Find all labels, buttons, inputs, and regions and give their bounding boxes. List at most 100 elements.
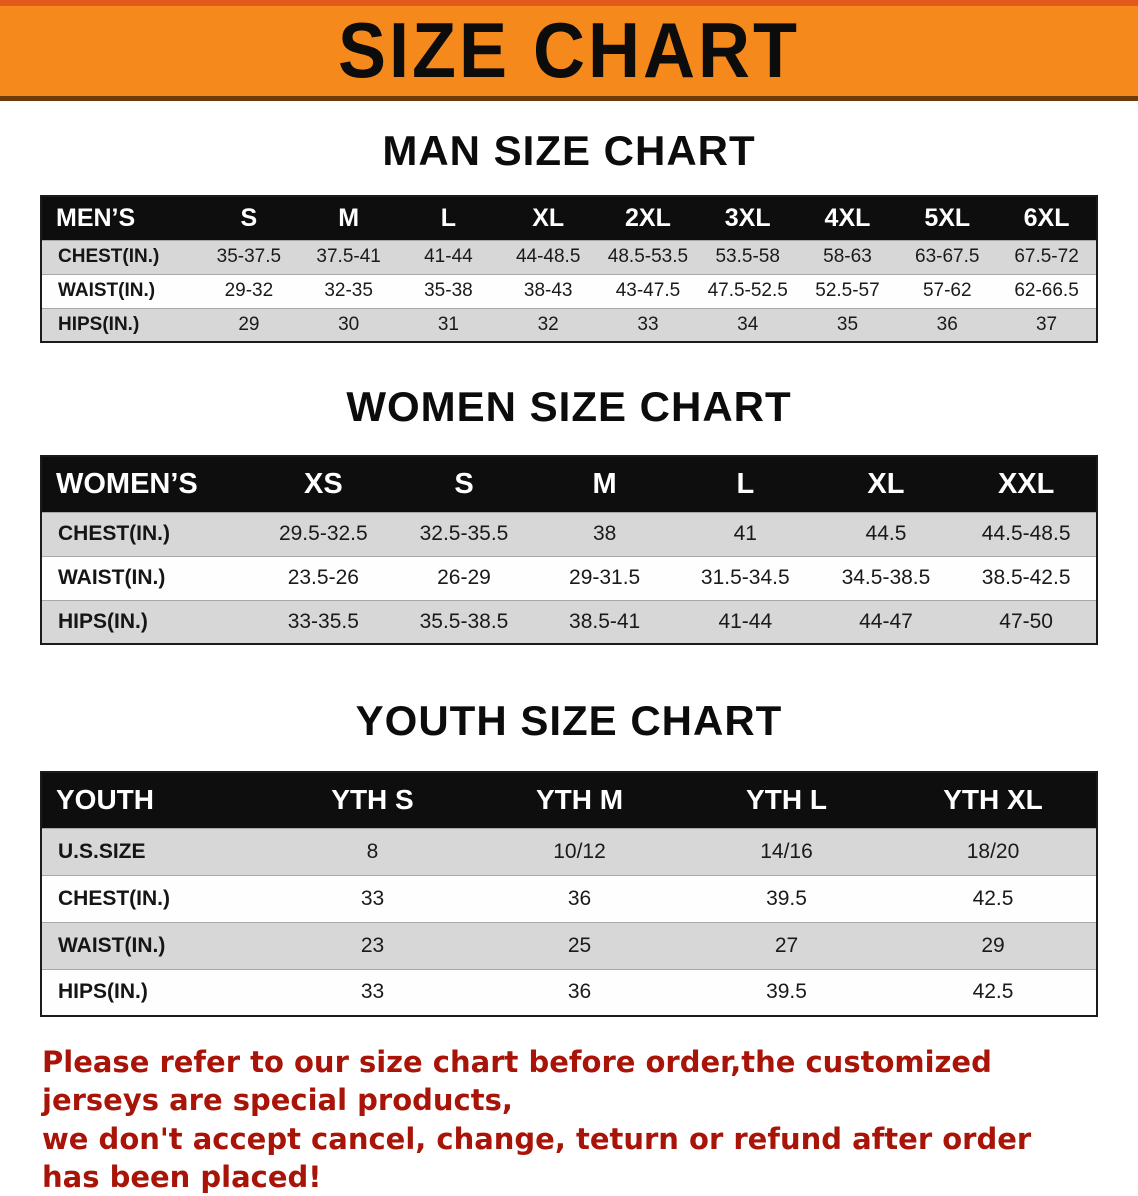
row-label: CHEST(IN.) [58,246,160,267]
size-value: 34 [737,313,759,335]
size-value: 47.5-52.5 [707,280,788,301]
size-value: 41-44 [718,609,773,633]
row-label: HIPS(IN.) [58,609,148,633]
size-value: 38-43 [523,280,573,301]
header-row: YOUTH YTH S YTH M YTH L YTH XL [41,772,1097,828]
disclaimer-line-2: we don't accept cancel, change, teturn o… [42,1121,1032,1194]
size-value: 34.5-38.5 [841,566,931,589]
size-value: 32-35 [324,280,373,301]
section-men: MAN SIZE CHART MEN’S S M L XL 2XL 3XL 4XL 5XL 6XL… [0,127,1138,343]
size-value: 35-37.5 [216,246,282,267]
size-value: 33 [637,313,659,335]
size-value: 26-29 [437,566,491,589]
column-header: S [393,456,535,512]
size-value: 23.5-26 [287,566,359,589]
row-label: HIPS(IN.) [58,313,140,335]
column-header: 5XL [897,196,998,240]
column-header: M [534,456,675,512]
column-header: YTH L [683,772,890,828]
size-value: 39.5 [766,886,807,910]
row-label: HIPS(IN.) [58,980,148,1004]
size-value: 29.5-32.5 [278,522,368,545]
column-header: 2XL [598,196,698,240]
disclaimer: Please refer to our size chart before or… [42,1043,1092,1196]
size-value: 42.5 [972,980,1014,1004]
size-value: 14/16 [760,839,813,863]
youth-size-table: YOUTH YTH S YTH M YTH L YTH XL U.S.SIZE 8 10/12… [40,771,1098,1017]
row-label: WAIST(IN.) [58,933,166,957]
table-row: CHEST(IN.) 35-37.5 37.5-41 41-44 44-48.5 48.5… [41,240,1097,274]
size-value: 57-62 [922,280,972,301]
size-value: 53.5-58 [715,246,780,267]
men-section-heading: MAN SIZE CHART [382,127,756,174]
size-value: 58-63 [823,246,872,267]
size-value: 63-67.5 [915,246,980,267]
size-value: 39.5 [766,980,807,1004]
column-header: L [674,456,816,512]
size-value: 30 [338,313,360,335]
size-value: 29-32 [224,280,274,301]
size-value: 38.5-41 [569,609,641,633]
column-header: 6XL [997,196,1097,240]
size-value: 38.5-42.5 [981,566,1071,589]
size-value: 33 [360,886,385,910]
size-value: 31.5-34.5 [700,566,790,589]
column-header: YTH S [269,772,476,828]
row-label: CHEST(IN.) [58,522,170,545]
size-value: 67.5-72 [1014,246,1079,267]
size-value: 35.5-38.5 [419,609,509,633]
column-header: M [298,196,399,240]
size-value: 35 [836,313,859,335]
size-value: 29-31.5 [569,566,641,589]
size-value: 31 [437,313,459,335]
column-header: XXL [956,456,1097,512]
row-label: WAIST(IN.) [58,280,156,301]
size-value: 33 [360,980,385,1004]
size-value: 52.5-57 [815,280,880,301]
size-value: 38 [592,522,617,545]
size-value: 36 [936,313,958,335]
men-size-table: MEN’S S M L XL 2XL 3XL 4XL 5XL 6XL CHEST(IN.) 35-37… [40,195,1098,343]
size-value: 29 [981,933,1005,957]
size-value: 44.5 [865,522,907,545]
size-value: 32.5-35.5 [419,522,509,545]
size-value: 10/12 [553,839,606,863]
size-value: 25 [567,933,592,957]
size-value: 41 [733,522,757,545]
size-value: 47-50 [999,609,1053,633]
banner: SIZE CHART [0,0,1138,101]
size-value: 44-47 [859,609,913,633]
size-value: 37 [1035,313,1058,335]
section-women: WOMEN SIZE CHART WOMEN’S XS S M L XL XXL CHEST(… [0,383,1138,645]
youth-section-heading: YOUTH SIZE CHART [355,697,783,744]
size-value: 23 [360,933,385,957]
column-header: YOUTH [41,772,269,828]
size-value: 35-38 [424,280,473,301]
women-size-table: WOMEN’S XS S M L XL XXL CHEST(IN.) 29.5-32.5 32.5… [40,455,1098,645]
column-header: YTH XL [890,772,1097,828]
size-value: 18/20 [966,839,1020,863]
column-header: XL [498,196,599,240]
column-header: WOMEN’S [41,456,253,512]
table-row: HIPS(IN.) 29 30 31 32 33 34 35 36 37 [41,308,1097,342]
disclaimer-line-1: Please refer to our size chart before or… [42,1045,992,1118]
size-value: 27 [774,933,799,957]
table-row: CHEST(IN.) 29.5-32.5 32.5-35.5 38 41 44.5 44.5… [41,512,1097,556]
table-row: WAIST(IN.) 29-32 32-35 35-38 38-43 43-47.5 47.… [41,274,1097,308]
size-value: 43-47.5 [615,280,681,301]
column-header: S [199,196,299,240]
column-header: L [398,196,499,240]
women-section-heading: WOMEN SIZE CHART [346,383,792,430]
table-row: WAIST(IN.) 23 25 27 29 [41,922,1097,969]
table-row: CHEST(IN.) 33 36 39.5 42.5 [41,875,1097,922]
header-row: WOMEN’S XS S M L XL XXL [41,456,1097,512]
size-value: 32 [537,313,559,335]
column-header: YTH M [476,772,683,828]
table-row: U.S.SIZE 8 10/12 14/16 18/20 [41,828,1097,875]
column-header: XL [815,456,957,512]
size-value: 48.5-53.5 [607,246,689,267]
row-label: WAIST(IN.) [58,566,166,589]
size-value: 62-66.5 [1014,280,1079,301]
size-value: 44.5-48.5 [981,522,1071,545]
